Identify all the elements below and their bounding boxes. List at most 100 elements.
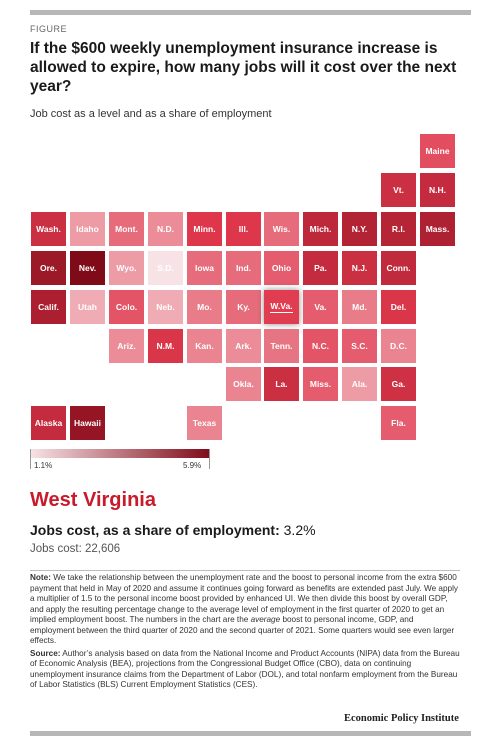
legend-max-tick [209,449,210,469]
state-tile-fla[interactable]: Fla. [381,406,416,440]
jobs-cost-line: Jobs cost: 22,606 [30,543,120,555]
state-tile-n-d[interactable]: N.D. [148,212,183,246]
state-tile-n-h[interactable]: N.H. [420,173,455,207]
state-tile-label: N.D. [157,224,174,234]
state-tile-label: Mich. [309,224,332,234]
state-tile-label: Wyo. [116,263,137,273]
state-tile-mo[interactable]: Mo. [187,290,222,324]
source-label: Source: [30,648,61,658]
state-tile-hawaii[interactable]: Hawaii [70,406,105,440]
state-tile-label: Ohio [271,263,292,273]
state-tile-va[interactable]: Va. [303,290,338,324]
state-tile-nev[interactable]: Nev. [70,251,105,285]
state-tile-ariz[interactable]: Ariz. [109,329,144,363]
state-tile-label: Ky. [237,302,250,312]
state-tile-ky[interactable]: Ky. [226,290,261,324]
state-tile-mich[interactable]: Mich. [303,212,338,246]
notes-section: Note: We take the relationship between t… [30,570,460,693]
state-tile-minn[interactable]: Minn. [187,212,222,246]
state-tile-texas[interactable]: Texas [187,406,222,440]
state-tile-alaska[interactable]: Alaska [31,406,66,440]
state-tile-label: W.Va. [270,301,293,313]
bottom-rule [30,731,471,736]
state-tile-del[interactable]: Del. [381,290,416,324]
state-tile-miss[interactable]: Miss. [303,367,338,401]
state-tile-maine[interactable]: Maine [420,134,455,168]
state-tile-pa[interactable]: Pa. [303,251,338,285]
jobs-cost-label: Jobs cost: [30,543,82,555]
state-tile-label: Ala. [351,379,368,389]
state-tile-label: S.C. [351,341,368,351]
state-tile-label: Wis. [272,224,291,234]
state-tile-okla[interactable]: Okla. [226,367,261,401]
state-tile-label: Vt. [393,185,404,195]
state-tile-calif[interactable]: Calif. [31,290,66,324]
note-label: Note: [30,573,51,582]
state-tile-n-c[interactable]: N.C. [303,329,338,363]
state-tile-r-i[interactable]: R.I. [381,212,416,246]
state-tile-label: Mo. [197,302,212,312]
state-tile-label: Texas [192,418,217,428]
state-tile-w-va[interactable]: W.Va. [264,290,299,324]
state-tile-iowa[interactable]: Iowa [187,251,222,285]
state-tile-wash[interactable]: Wash. [31,212,66,246]
state-tile-conn[interactable]: Conn. [381,251,416,285]
state-tile-label: Wash. [36,224,61,234]
state-tile-s-d[interactable]: S.D. [148,251,183,285]
state-tile-n-m[interactable]: N.M. [148,329,183,363]
state-tile-utah[interactable]: Utah [70,290,105,324]
state-tile-wis[interactable]: Wis. [264,212,299,246]
state-tile-ind[interactable]: Ind. [226,251,261,285]
state-tile-label: N.Y. [351,224,368,234]
state-tile-d-c[interactable]: D.C. [381,329,416,363]
state-tile-label: Tenn. [270,341,293,351]
state-tile-colo[interactable]: Colo. [109,290,144,324]
state-tile-idaho[interactable]: Idaho [70,212,105,246]
jobs-share-label: Jobs cost, as a share of employment: [30,522,280,538]
state-tile-neb[interactable]: Neb. [148,290,183,324]
state-tile-label: Ill. [238,224,249,234]
figure-label: FIGURE [30,24,68,34]
state-tile-tenn[interactable]: Tenn. [264,329,299,363]
state-tile-label: Pa. [314,263,327,273]
state-tile-label: Ga. [391,379,406,389]
state-tile-label: Alaska [34,418,63,428]
state-tile-vt[interactable]: Vt. [381,173,416,207]
state-tile-label: S.D. [157,263,174,273]
state-tile-kan[interactable]: Kan. [187,329,222,363]
state-tile-label: N.C. [312,341,329,351]
source-text: Author’s analysis based on data from the… [30,648,460,690]
state-tile-s-c[interactable]: S.C. [342,329,377,363]
state-tile-label: Nev. [78,263,97,273]
epi-logo-text: Economic Policy Institute [344,713,459,724]
state-tile-label: Md. [352,302,367,312]
state-tile-label: Ariz. [117,341,136,351]
state-tile-label: Fla. [391,418,406,428]
note-text-1: We take the relationship between the une… [30,573,458,624]
state-tile-ark[interactable]: Ark. [226,329,261,363]
state-tile-mass[interactable]: Mass. [420,212,455,246]
state-tile-ore[interactable]: Ore. [31,251,66,285]
state-tile-label: Mont. [115,224,138,234]
state-tile-n-y[interactable]: N.Y. [342,212,377,246]
state-tile-label: Va. [314,302,327,312]
state-tile-ohio[interactable]: Ohio [264,251,299,285]
state-tile-ill[interactable]: Ill. [226,212,261,246]
state-tile-label: Idaho [76,224,99,234]
top-rule [30,10,471,15]
state-tile-n-j[interactable]: N.J. [342,251,377,285]
state-tile-label: Ind. [235,263,252,273]
state-tile-label: Hawaii [74,418,101,428]
legend-max-label: 5.9% [183,461,202,470]
state-tile-mont[interactable]: Mont. [109,212,144,246]
state-tile-wyo[interactable]: Wyo. [109,251,144,285]
state-tile-label: Minn. [193,224,216,234]
state-tile-ala[interactable]: Ala. [342,367,377,401]
selected-state-name: West Virginia [30,489,156,511]
state-tile-label: Iowa [195,263,214,273]
state-tile-label: D.C. [390,341,407,351]
state-tile-label: Kan. [195,341,214,351]
state-tile-ga[interactable]: Ga. [381,367,416,401]
state-tile-md[interactable]: Md. [342,290,377,324]
state-tile-la[interactable]: La. [264,367,299,401]
